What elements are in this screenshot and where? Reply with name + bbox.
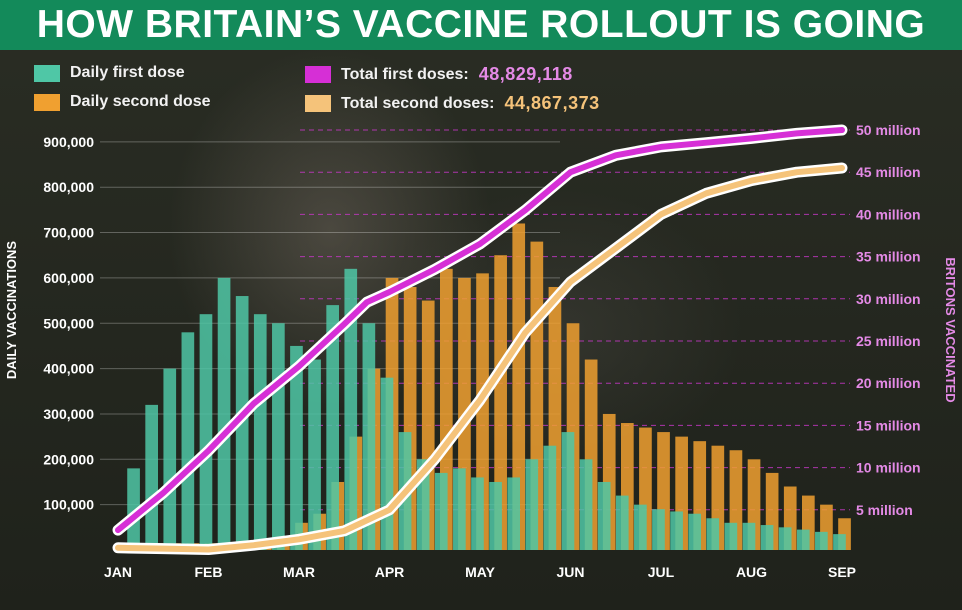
bar-daily-first bbox=[833, 534, 846, 550]
bar-daily-first bbox=[561, 432, 575, 550]
chart-title: HOW BRITAIN’S VACCINE ROLLOUT IS GOING bbox=[36, 3, 926, 46]
right-axis-ticks: 5 million 10 million 15 million 20 million 2… bbox=[856, 122, 921, 518]
bar-daily-first bbox=[326, 305, 340, 550]
bar-daily-first bbox=[471, 477, 484, 550]
left-tick-label: 700,000 bbox=[43, 225, 94, 241]
legend-swatch-total-second bbox=[305, 95, 331, 112]
bar-daily-first bbox=[453, 468, 466, 550]
bar-daily-first bbox=[290, 345, 303, 550]
bar-daily-first bbox=[634, 504, 647, 550]
bar-daily-second bbox=[512, 223, 526, 551]
left-axis-ticks: 100,000 200,000 300,000 400,000 500,000 600,0… bbox=[43, 134, 94, 513]
right-tick-label: 15 million bbox=[856, 417, 921, 433]
right-tick-label: 45 million bbox=[856, 164, 921, 180]
x-tick-label: MAY bbox=[465, 564, 495, 580]
right-tick-label: 20 million bbox=[856, 375, 921, 391]
left-tick-label: 600,000 bbox=[43, 270, 94, 286]
bar-daily-first bbox=[489, 481, 502, 550]
x-tick-label: SEP bbox=[828, 564, 856, 580]
bar-daily-first bbox=[670, 511, 683, 550]
right-tick-label: 30 million bbox=[856, 291, 921, 307]
daily-bars bbox=[127, 223, 851, 551]
x-tick-label: JAN bbox=[104, 564, 132, 580]
legend-swatch-daily-first bbox=[34, 64, 60, 82]
left-tick-label: 900,000 bbox=[43, 134, 94, 150]
bar-daily-first bbox=[145, 404, 159, 550]
legend-total-first: Total first doses: 48,829,118 bbox=[305, 64, 573, 85]
bar-daily-first bbox=[543, 445, 557, 550]
legend-label-daily-second: Daily second dose bbox=[70, 93, 211, 110]
left-tick-label: 500,000 bbox=[43, 315, 94, 331]
legend-daily-second: Daily second dose bbox=[34, 93, 211, 111]
cumulative-lines bbox=[112, 124, 848, 555]
bar-daily-first bbox=[217, 277, 231, 550]
legend-swatch-daily-second bbox=[34, 93, 60, 111]
legend-swatch-total-first bbox=[305, 66, 331, 83]
right-tick-label: 40 million bbox=[856, 206, 921, 222]
bar-daily-first bbox=[706, 518, 720, 550]
left-tick-label: 200,000 bbox=[43, 451, 94, 467]
bar-daily-first bbox=[652, 509, 665, 550]
right-tick-label: 25 million bbox=[856, 333, 921, 349]
bar-daily-first bbox=[272, 323, 285, 550]
bar-daily-first bbox=[796, 529, 810, 550]
bar-daily-first bbox=[127, 468, 140, 550]
left-tick-label: 100,000 bbox=[43, 497, 94, 513]
left-tick-label: 300,000 bbox=[43, 406, 94, 422]
bar-daily-first bbox=[778, 527, 792, 550]
x-tick-label: JUL bbox=[648, 564, 675, 580]
left-tick-label: 400,000 bbox=[43, 361, 94, 377]
bar-daily-first bbox=[253, 314, 267, 550]
bar-daily-first bbox=[163, 368, 177, 550]
bar-daily-first bbox=[507, 477, 521, 550]
x-axis-ticks: JAN FEB MAR APR MAY JUN JUL AUG SEP bbox=[104, 564, 856, 580]
line-total-first bbox=[115, 127, 845, 534]
line-total-second bbox=[115, 165, 845, 553]
bar-daily-first bbox=[308, 359, 321, 550]
total-first-value: 48,829,118 bbox=[478, 64, 573, 84]
bar-daily-first bbox=[380, 377, 394, 550]
right-tick-label: 10 million bbox=[856, 460, 921, 476]
bar-daily-first bbox=[688, 513, 702, 550]
bar-daily-first bbox=[362, 323, 376, 550]
right-tick-label: 35 million bbox=[856, 249, 921, 265]
x-tick-label: JUN bbox=[556, 564, 584, 580]
legend-total-second: Total second doses: 44,867,373 bbox=[305, 93, 600, 114]
right-tick-label: 5 million bbox=[856, 502, 913, 518]
bar-daily-first bbox=[724, 522, 738, 550]
bar-daily-first bbox=[434, 472, 448, 550]
right-axis-label: BRITONS VACCINATED bbox=[943, 257, 958, 402]
left-tick-label: 800,000 bbox=[43, 179, 94, 195]
legend-label-daily-first: Daily first dose bbox=[70, 64, 185, 81]
legend-label-total-first: Total first doses: bbox=[341, 65, 469, 83]
x-tick-label: APR bbox=[375, 564, 405, 580]
bar-daily-first bbox=[760, 525, 774, 550]
legend-daily-first: Daily first dose bbox=[34, 64, 185, 82]
legend-label-total-second: Total second doses: bbox=[341, 94, 495, 112]
x-tick-label: AUG bbox=[736, 564, 767, 580]
bar-daily-first bbox=[579, 459, 593, 550]
bar-daily-first bbox=[815, 531, 828, 550]
x-tick-label: FEB bbox=[195, 564, 223, 580]
bar-daily-first bbox=[597, 481, 611, 550]
bar-daily-first bbox=[181, 332, 195, 550]
title-banner: HOW BRITAIN’S VACCINE ROLLOUT IS GOING bbox=[0, 0, 962, 50]
left-axis-label: DAILY VACCINATIONS bbox=[4, 241, 19, 380]
bar-daily-first bbox=[742, 522, 756, 550]
total-second-value: 44,867,373 bbox=[504, 93, 600, 113]
bar-daily-first bbox=[344, 268, 358, 550]
bar-daily-first bbox=[615, 495, 629, 550]
right-tick-label: 50 million bbox=[856, 122, 921, 138]
x-tick-label: MAR bbox=[283, 564, 315, 580]
bar-daily-first bbox=[199, 314, 213, 550]
bar-daily-first bbox=[525, 459, 539, 550]
bar-daily-second bbox=[494, 255, 507, 550]
